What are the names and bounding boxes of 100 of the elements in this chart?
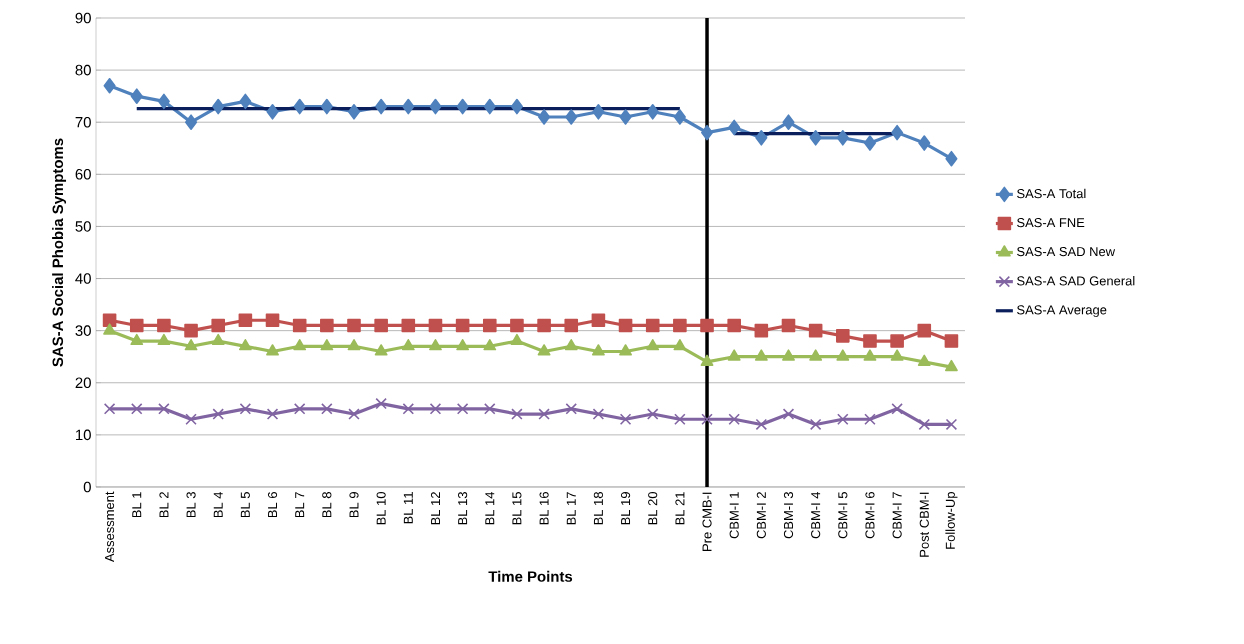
point — [944, 334, 959, 348]
point — [429, 403, 442, 415]
point — [428, 318, 443, 333]
point — [782, 349, 795, 361]
x-tick-label: CBM-I 1 — [729, 492, 739, 539]
x-tick-label: BL 19 — [620, 492, 631, 525]
x-tick-label: Post CBM-I — [919, 492, 929, 557]
x-tick-label: BL 8 — [322, 492, 332, 518]
point — [483, 98, 496, 115]
point — [103, 77, 116, 94]
point — [238, 313, 253, 328]
point — [510, 318, 524, 333]
point — [185, 114, 198, 131]
point — [265, 313, 280, 328]
point — [808, 323, 823, 338]
point — [347, 318, 361, 333]
point — [727, 349, 741, 361]
point — [293, 338, 307, 351]
point — [211, 318, 226, 333]
x-tick-label: BL 9 — [349, 492, 359, 518]
point — [401, 318, 416, 333]
x-tick-label: BL 3 — [186, 492, 196, 518]
x-tick-label: CBM-I 6 — [865, 492, 875, 539]
x-tick-label: Assessment — [105, 491, 115, 563]
point — [401, 338, 415, 351]
point — [429, 338, 442, 351]
point — [890, 349, 904, 361]
point — [239, 93, 252, 110]
point — [837, 413, 849, 425]
point — [292, 318, 307, 333]
point — [646, 408, 659, 420]
point — [836, 329, 850, 343]
x-tick-label: BL 20 — [648, 492, 658, 525]
point — [320, 318, 334, 333]
point — [456, 403, 469, 415]
x-tick-label: BL 4 — [213, 491, 223, 518]
point — [538, 109, 551, 125]
point — [266, 408, 279, 420]
point — [239, 403, 252, 415]
point — [727, 318, 741, 333]
point — [782, 408, 795, 420]
point — [537, 344, 551, 356]
point — [212, 408, 224, 420]
point — [157, 93, 170, 110]
point — [782, 114, 795, 131]
point — [591, 344, 605, 356]
point — [456, 98, 469, 115]
x-tick-label: BL 16 — [539, 492, 549, 525]
x-tick-label: BL 21 — [675, 492, 685, 525]
point — [619, 413, 632, 425]
point — [891, 403, 903, 415]
point — [456, 338, 470, 351]
x-tick-label: BL 11 — [403, 492, 413, 524]
point — [537, 318, 551, 333]
y-tick-label: 30 — [75, 325, 91, 336]
point — [130, 88, 143, 104]
point — [157, 333, 171, 346]
point — [455, 318, 470, 333]
y-tick-label: 70 — [75, 116, 91, 128]
x-tick-label: BL 14 — [485, 491, 495, 525]
point — [836, 130, 849, 146]
legend-label: SAS-A FNE — [1017, 218, 1085, 228]
x-axis-title: Time Points — [488, 570, 573, 582]
point — [321, 403, 333, 415]
point — [945, 150, 958, 167]
point — [211, 333, 225, 346]
point — [917, 323, 932, 338]
point — [646, 338, 660, 351]
point — [809, 130, 822, 146]
point — [266, 344, 279, 356]
point — [619, 109, 632, 125]
x-tick-label: CBM-I 4 — [811, 491, 821, 539]
point — [781, 318, 796, 333]
y-tick-label: 60 — [75, 169, 91, 180]
x-tick-label: CBM-I 2 — [756, 492, 766, 539]
y-tick-label: 20 — [75, 377, 91, 389]
point — [347, 338, 361, 351]
point — [564, 338, 578, 351]
point — [592, 408, 605, 420]
point — [483, 338, 497, 351]
point — [348, 408, 360, 420]
point — [700, 124, 714, 141]
point — [645, 318, 660, 333]
y-tick-label: 10 — [76, 429, 91, 441]
x-tick-label: Follow-Up — [945, 492, 958, 549]
y-tick-label: 90 — [75, 12, 91, 24]
point — [375, 98, 388, 115]
point — [129, 318, 144, 333]
point — [890, 334, 904, 348]
point — [402, 98, 415, 115]
point — [646, 103, 659, 120]
x-tick-label: BL 5 — [240, 492, 250, 518]
point — [700, 318, 714, 333]
point — [700, 354, 714, 366]
x-tick-label: BL 18 — [593, 492, 603, 525]
y-tick-label: 80 — [75, 64, 91, 76]
y-tick-label: 40 — [75, 273, 91, 284]
x-tick-label: BL 12 — [430, 492, 440, 525]
legend-label: SAS-A SAD New — [1017, 246, 1116, 257]
point — [102, 313, 117, 328]
